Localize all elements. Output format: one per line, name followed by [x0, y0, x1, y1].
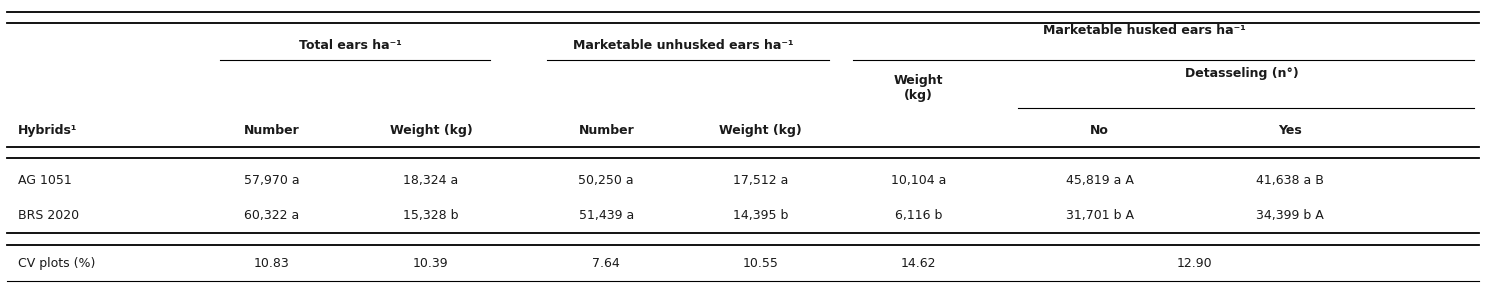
Text: CV plots (%): CV plots (%) [18, 257, 95, 270]
Text: 12.90: 12.90 [1177, 257, 1213, 270]
Text: AG 1051: AG 1051 [18, 174, 71, 187]
Text: Number: Number [578, 124, 635, 137]
Text: 10.83: 10.83 [254, 257, 290, 270]
Text: 6,116 b: 6,116 b [895, 209, 942, 222]
Text: No: No [1091, 124, 1109, 137]
Text: Weight (kg): Weight (kg) [389, 124, 473, 137]
Text: 57,970 a: 57,970 a [244, 174, 300, 187]
Text: Yes: Yes [1278, 124, 1302, 137]
Text: 7.64: 7.64 [593, 257, 620, 270]
Text: 45,819 a A: 45,819 a A [1065, 174, 1134, 187]
Text: BRS 2020: BRS 2020 [18, 209, 79, 222]
Text: 14.62: 14.62 [901, 257, 936, 270]
Text: 15,328 b: 15,328 b [403, 209, 459, 222]
Text: 31,701 b A: 31,701 b A [1065, 209, 1134, 222]
Text: 18,324 a: 18,324 a [403, 174, 459, 187]
Text: 41,638 a B: 41,638 a B [1256, 174, 1324, 187]
Text: Weight (kg): Weight (kg) [719, 124, 802, 137]
Text: Number: Number [244, 124, 300, 137]
Text: 34,399 b A: 34,399 b A [1256, 209, 1324, 222]
Text: 10.39: 10.39 [413, 257, 449, 270]
Text: 17,512 a: 17,512 a [733, 174, 789, 187]
Text: 50,250 a: 50,250 a [578, 174, 635, 187]
Text: 51,439 a: 51,439 a [578, 209, 635, 222]
Text: Marketable husked ears ha⁻¹: Marketable husked ears ha⁻¹ [1043, 24, 1245, 37]
Text: Hybrids¹: Hybrids¹ [18, 124, 77, 137]
Text: Weight
(kg): Weight (kg) [893, 74, 944, 102]
Text: 60,322 a: 60,322 a [244, 209, 300, 222]
Text: Marketable unhusked ears ha⁻¹: Marketable unhusked ears ha⁻¹ [574, 39, 794, 52]
Text: 10,104 a: 10,104 a [890, 174, 947, 187]
Text: 14,395 b: 14,395 b [733, 209, 789, 222]
Text: 10.55: 10.55 [743, 257, 779, 270]
Text: Detasseling (n°): Detasseling (n°) [1186, 67, 1299, 80]
Text: Total ears ha⁻¹: Total ears ha⁻¹ [299, 39, 403, 52]
